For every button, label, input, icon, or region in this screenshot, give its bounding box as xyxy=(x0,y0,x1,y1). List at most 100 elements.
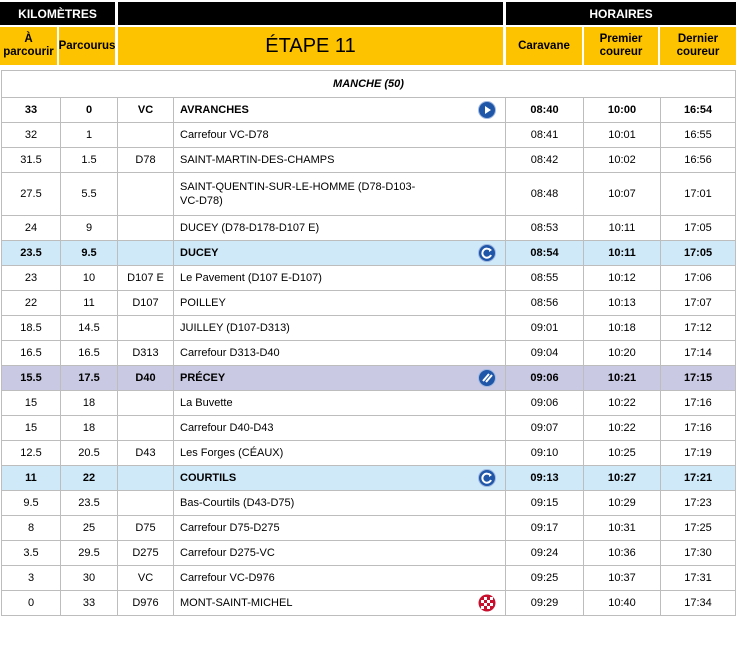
location: Carrefour VC-D78 xyxy=(173,122,506,148)
dernier-time: 17:21 xyxy=(659,465,736,491)
premier: Premier coureur xyxy=(584,27,658,65)
road: D78 xyxy=(117,147,174,173)
km-done: 16.5 xyxy=(60,340,118,366)
location-text: La Buvette xyxy=(180,397,233,409)
road: D40 xyxy=(117,365,174,391)
caravane-time: 08:54 xyxy=(505,240,584,266)
location: DUCEY (D78-D178-D107 E) xyxy=(173,215,506,241)
route-row: 15 18 La Buvette 09:06 10:22 17:16 xyxy=(1,390,736,416)
cycle-icon xyxy=(478,469,496,487)
dernier-time: 17:01 xyxy=(659,172,736,216)
dernier-time: 16:55 xyxy=(659,122,736,148)
play-icon xyxy=(478,101,496,119)
km-left: 32 xyxy=(1,122,61,148)
road xyxy=(117,490,174,516)
location-text: POILLEY xyxy=(180,297,226,309)
road: VC xyxy=(117,565,174,591)
km-done: 14.5 xyxy=(60,315,118,341)
location-text: Carrefour VC-D78 xyxy=(180,129,269,141)
caravane-time: 08:42 xyxy=(505,147,584,173)
km-left: 15 xyxy=(1,415,61,441)
route-row: 31.5 1.5 D78 SAINT-MARTIN-DES-CHAMPS 08:42 10… xyxy=(1,147,736,173)
road: D976 xyxy=(117,590,174,616)
location: JUILLEY (D107-D313) xyxy=(173,315,506,341)
dernier-time: 17:16 xyxy=(659,390,736,416)
route-row: 18.5 14.5 JUILLEY (D107-D313) 09:01 10:18 17:… xyxy=(1,315,736,341)
route-row: 22 11 D107 POILLEY 08:56 10:13 17:07 xyxy=(1,290,736,316)
location-text: Carrefour D75-D275 xyxy=(180,522,280,534)
road xyxy=(117,215,174,241)
route-row: 27.5 5.5 SAINT-QUENTIN-SUR-LE-HOMME (D78-D… xyxy=(1,172,736,216)
premier-time: 10:25 xyxy=(583,440,661,466)
road: D107 E xyxy=(117,265,174,291)
km-left: 9.5 xyxy=(1,490,61,516)
dernier-time: 17:05 xyxy=(659,240,736,266)
dernier-time: 17:14 xyxy=(659,340,736,366)
premier-time: 10:27 xyxy=(583,465,661,491)
km-done: 33 xyxy=(60,590,118,616)
km-done: 9 xyxy=(60,215,118,241)
finish-icon xyxy=(478,594,496,612)
location-text: DUCEY xyxy=(180,247,219,259)
route-row: 23.5 9.5 DUCEY 08:54 10:11 17:05 xyxy=(1,240,736,266)
km-left: 23 xyxy=(1,265,61,291)
caravane-time: 09:15 xyxy=(505,490,584,516)
km-done: 5.5 xyxy=(60,172,118,216)
km-left: 12.5 xyxy=(1,440,61,466)
location: Les Forges (CÉAUX) xyxy=(173,440,506,466)
location-text: AVRANCHES xyxy=(180,104,249,116)
location: POILLEY xyxy=(173,290,506,316)
premier-time: 10:31 xyxy=(583,515,661,541)
road: D43 xyxy=(117,440,174,466)
caravane-time: 09:24 xyxy=(505,540,584,566)
location: DUCEY xyxy=(173,240,506,266)
premier-time: 10:02 xyxy=(583,147,661,173)
km-left: 3 xyxy=(1,565,61,591)
km-left: 18.5 xyxy=(1,315,61,341)
caravane-time: 08:53 xyxy=(505,215,584,241)
dernier-time: 17:34 xyxy=(659,590,736,616)
km-left: 31.5 xyxy=(1,147,61,173)
dernier-time: 17:15 xyxy=(659,365,736,391)
caravane-time: 09:29 xyxy=(505,590,584,616)
route-row: 3 30 VC Carrefour VC-D976 09:25 10:37 17:31 xyxy=(1,565,736,591)
parcourus: Parcourus xyxy=(59,27,115,65)
location-text: MONT-SAINT-MICHEL xyxy=(180,597,293,609)
route-row: 33 0 VC AVRANCHES 08:40 10:00 16:54 xyxy=(1,97,736,123)
premier-time: 10:00 xyxy=(583,97,661,123)
a-parcourir: À parcourir xyxy=(0,27,57,65)
road xyxy=(117,315,174,341)
dernier-time: 17:06 xyxy=(659,265,736,291)
schedule-table: MANCHE (50) 33 0 VC AVRANCHES 08:40 10:00 16:54… xyxy=(0,70,736,616)
km-header: KILOMÈTRES xyxy=(0,2,115,25)
premier-time: 10:22 xyxy=(583,415,661,441)
premier-time: 10:40 xyxy=(583,590,661,616)
location-text: Les Forges (CÉAUX) xyxy=(180,447,284,459)
header-band xyxy=(118,2,503,25)
caravane-time: 08:41 xyxy=(505,122,584,148)
km-left: 24 xyxy=(1,215,61,241)
route-row: 9.5 23.5 Bas-Courtils (D43-D75) 09:15 10:29 1… xyxy=(1,490,736,516)
km-left: 27.5 xyxy=(1,172,61,216)
slash-icon xyxy=(478,369,496,387)
premier-time: 10:18 xyxy=(583,315,661,341)
premier-time: 10:13 xyxy=(583,290,661,316)
location: AVRANCHES xyxy=(173,97,506,123)
dernier-time: 17:05 xyxy=(659,215,736,241)
caravane-time: 09:25 xyxy=(505,565,584,591)
caravane-time: 09:17 xyxy=(505,515,584,541)
route-row: 8 25 D75 Carrefour D75-D275 09:17 10:31 17:25 xyxy=(1,515,736,541)
dernier-time: 16:56 xyxy=(659,147,736,173)
caravane-time: 08:56 xyxy=(505,290,584,316)
route-row: 15 18 Carrefour D40-D43 09:07 10:22 17:16 xyxy=(1,415,736,441)
location-text: PRÉCEY xyxy=(180,372,226,384)
location: Carrefour D313-D40 xyxy=(173,340,506,366)
section-label: MANCHE (50) xyxy=(0,70,736,98)
caravane-time: 08:55 xyxy=(505,265,584,291)
premier-time: 10:36 xyxy=(583,540,661,566)
location: Carrefour D275-VC xyxy=(173,540,506,566)
caravane-time: 09:04 xyxy=(505,340,584,366)
road: D313 xyxy=(117,340,174,366)
km-done: 1 xyxy=(60,122,118,148)
km-done: 20.5 xyxy=(60,440,118,466)
